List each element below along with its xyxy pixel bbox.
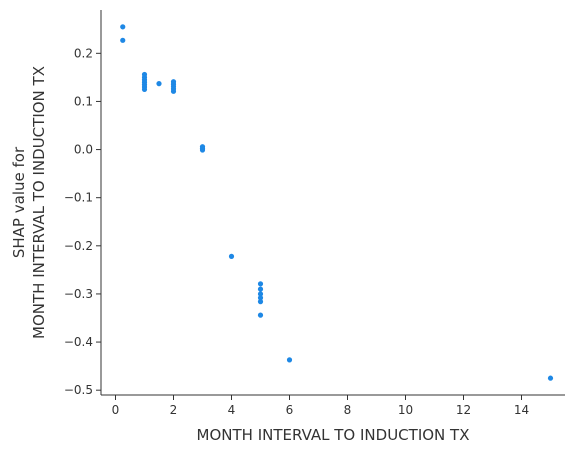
x-tick-label: 14 — [514, 403, 529, 417]
data-point — [257, 295, 264, 301]
y-tick-label: −0.4 — [64, 335, 93, 349]
y-tick-label: 0.2 — [74, 46, 93, 60]
data-point — [257, 299, 264, 305]
y-tick-label: −0.1 — [64, 191, 93, 205]
data-point — [156, 81, 162, 87]
y-tick-label: 0.1 — [74, 94, 93, 108]
x-tick-label: 6 — [286, 403, 294, 417]
y-axis-label-line-1: SHAP value for — [10, 146, 28, 258]
x-tick-label: 4 — [228, 403, 236, 417]
data-point — [257, 312, 264, 318]
y-tick-label: −0.2 — [64, 239, 93, 253]
x-tick-label: 10 — [398, 403, 413, 417]
data-point — [120, 24, 126, 30]
x-axis-ticks: 0 2 4 6 8 10 12 14 — [112, 395, 529, 417]
data-point — [170, 88, 177, 94]
data-point — [286, 357, 293, 363]
data-point — [257, 291, 264, 297]
y-tick-label: 0.0 — [74, 143, 93, 157]
data-point — [120, 37, 126, 43]
x-tick-label: 0 — [112, 403, 120, 417]
data-point — [141, 86, 148, 93]
x-axis-label: MONTH INTERVAL TO INDUCTION TX — [197, 426, 470, 444]
x-tick-label: 8 — [344, 403, 352, 417]
data-point — [199, 147, 206, 153]
data-point — [547, 375, 554, 381]
data-point — [257, 286, 264, 292]
y-tick-label: −0.5 — [64, 383, 93, 397]
data-point — [228, 253, 235, 259]
y-axis-ticks: 0.2 0.1 0.0 −0.1 −0.2 −0.3 −0.4 −0.5 — [64, 46, 101, 397]
scatter-points — [120, 24, 554, 381]
x-tick-label: 12 — [456, 403, 471, 417]
data-point — [257, 281, 264, 287]
y-axis-label-line-2: MONTH INTERVAL TO INDUCTION TX — [30, 66, 48, 339]
x-tick-label: 2 — [170, 403, 178, 417]
y-tick-label: −0.3 — [64, 287, 93, 301]
